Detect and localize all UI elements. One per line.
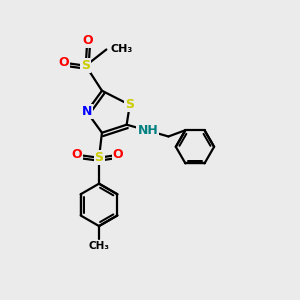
Text: N: N xyxy=(82,105,92,118)
Text: CH₃: CH₃ xyxy=(111,44,133,55)
Text: NH: NH xyxy=(137,124,158,137)
Text: S: S xyxy=(81,59,90,72)
Text: O: O xyxy=(113,148,124,161)
Text: O: O xyxy=(82,34,92,47)
Text: S: S xyxy=(125,98,134,111)
Text: S: S xyxy=(94,151,103,164)
Text: O: O xyxy=(58,56,69,69)
Text: O: O xyxy=(72,148,82,161)
Text: CH₃: CH₃ xyxy=(88,241,110,251)
